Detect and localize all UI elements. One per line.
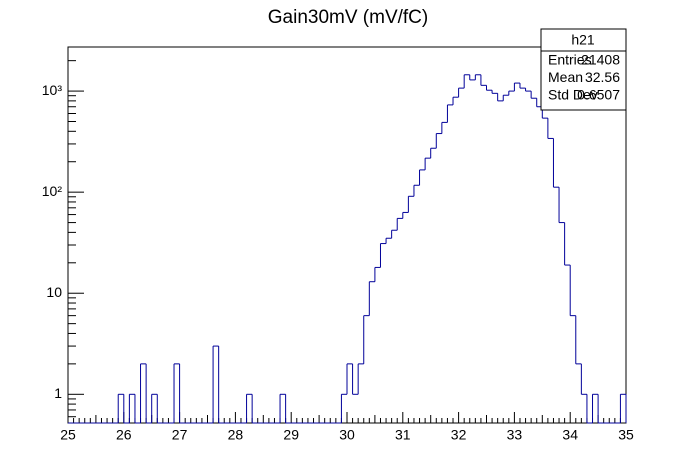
stats-value: 32.56 <box>585 69 620 85</box>
x-tick-label: 35 <box>618 427 634 443</box>
y-tick-label: 10 <box>46 284 62 300</box>
x-tick-label: 34 <box>562 427 578 443</box>
x-tick-label: 25 <box>60 427 76 443</box>
chart-title: Gain30mV (mV/fC) <box>268 7 428 28</box>
x-tick-label: 29 <box>283 427 299 443</box>
stats-label: Std Dev <box>548 87 598 103</box>
stats-frame <box>540 28 627 111</box>
x-tick-label: 33 <box>507 427 523 443</box>
x-tick-label: 31 <box>395 427 411 443</box>
stats-label: Mean <box>548 69 583 85</box>
stats-value: 0.6507 <box>577 87 620 103</box>
stats-value: 21408 <box>581 52 620 68</box>
y-tick-label: 10³ <box>42 82 63 98</box>
y-tick-label: 10² <box>42 183 63 199</box>
stats-title: h21 <box>571 32 595 48</box>
x-tick-label: 27 <box>172 427 188 443</box>
x-tick-label: 26 <box>116 427 132 443</box>
x-tick-label: 28 <box>228 427 244 443</box>
x-tick-label: 32 <box>451 427 467 443</box>
histogram <box>68 74 627 424</box>
y-tick-label: 1 <box>54 385 62 401</box>
x-tick-label: 30 <box>339 427 355 443</box>
stats-label: Entries <box>548 52 592 68</box>
